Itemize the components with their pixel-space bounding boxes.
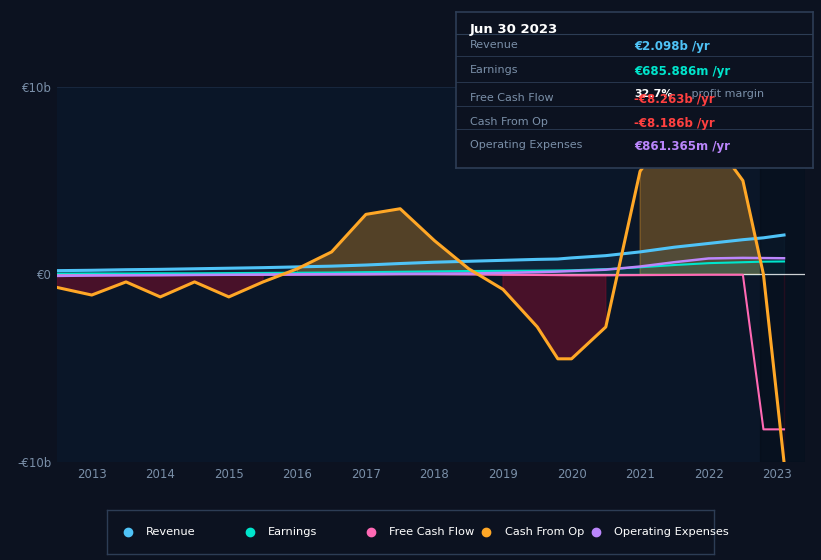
Text: Operating Expenses: Operating Expenses <box>470 140 582 150</box>
Text: Revenue: Revenue <box>146 527 196 537</box>
Text: 32.7%: 32.7% <box>635 88 672 99</box>
Text: €2.098b /yr: €2.098b /yr <box>635 40 710 53</box>
Bar <box>760 87 805 462</box>
Text: -€8.186b /yr: -€8.186b /yr <box>635 116 715 129</box>
Text: Earnings: Earnings <box>470 66 518 75</box>
Text: Revenue: Revenue <box>470 40 519 50</box>
Text: Cash From Op: Cash From Op <box>470 116 548 127</box>
Text: Free Cash Flow: Free Cash Flow <box>389 527 475 537</box>
Text: profit margin: profit margin <box>688 88 764 99</box>
Text: Cash From Op: Cash From Op <box>505 527 584 537</box>
Text: €861.365m /yr: €861.365m /yr <box>635 140 730 153</box>
Text: Jun 30 2023: Jun 30 2023 <box>470 23 558 36</box>
Text: Operating Expenses: Operating Expenses <box>614 527 729 537</box>
Text: Earnings: Earnings <box>268 527 317 537</box>
Text: Free Cash Flow: Free Cash Flow <box>470 94 553 103</box>
Text: €685.886m /yr: €685.886m /yr <box>635 66 731 78</box>
Text: -€8.263b /yr: -€8.263b /yr <box>635 94 715 106</box>
